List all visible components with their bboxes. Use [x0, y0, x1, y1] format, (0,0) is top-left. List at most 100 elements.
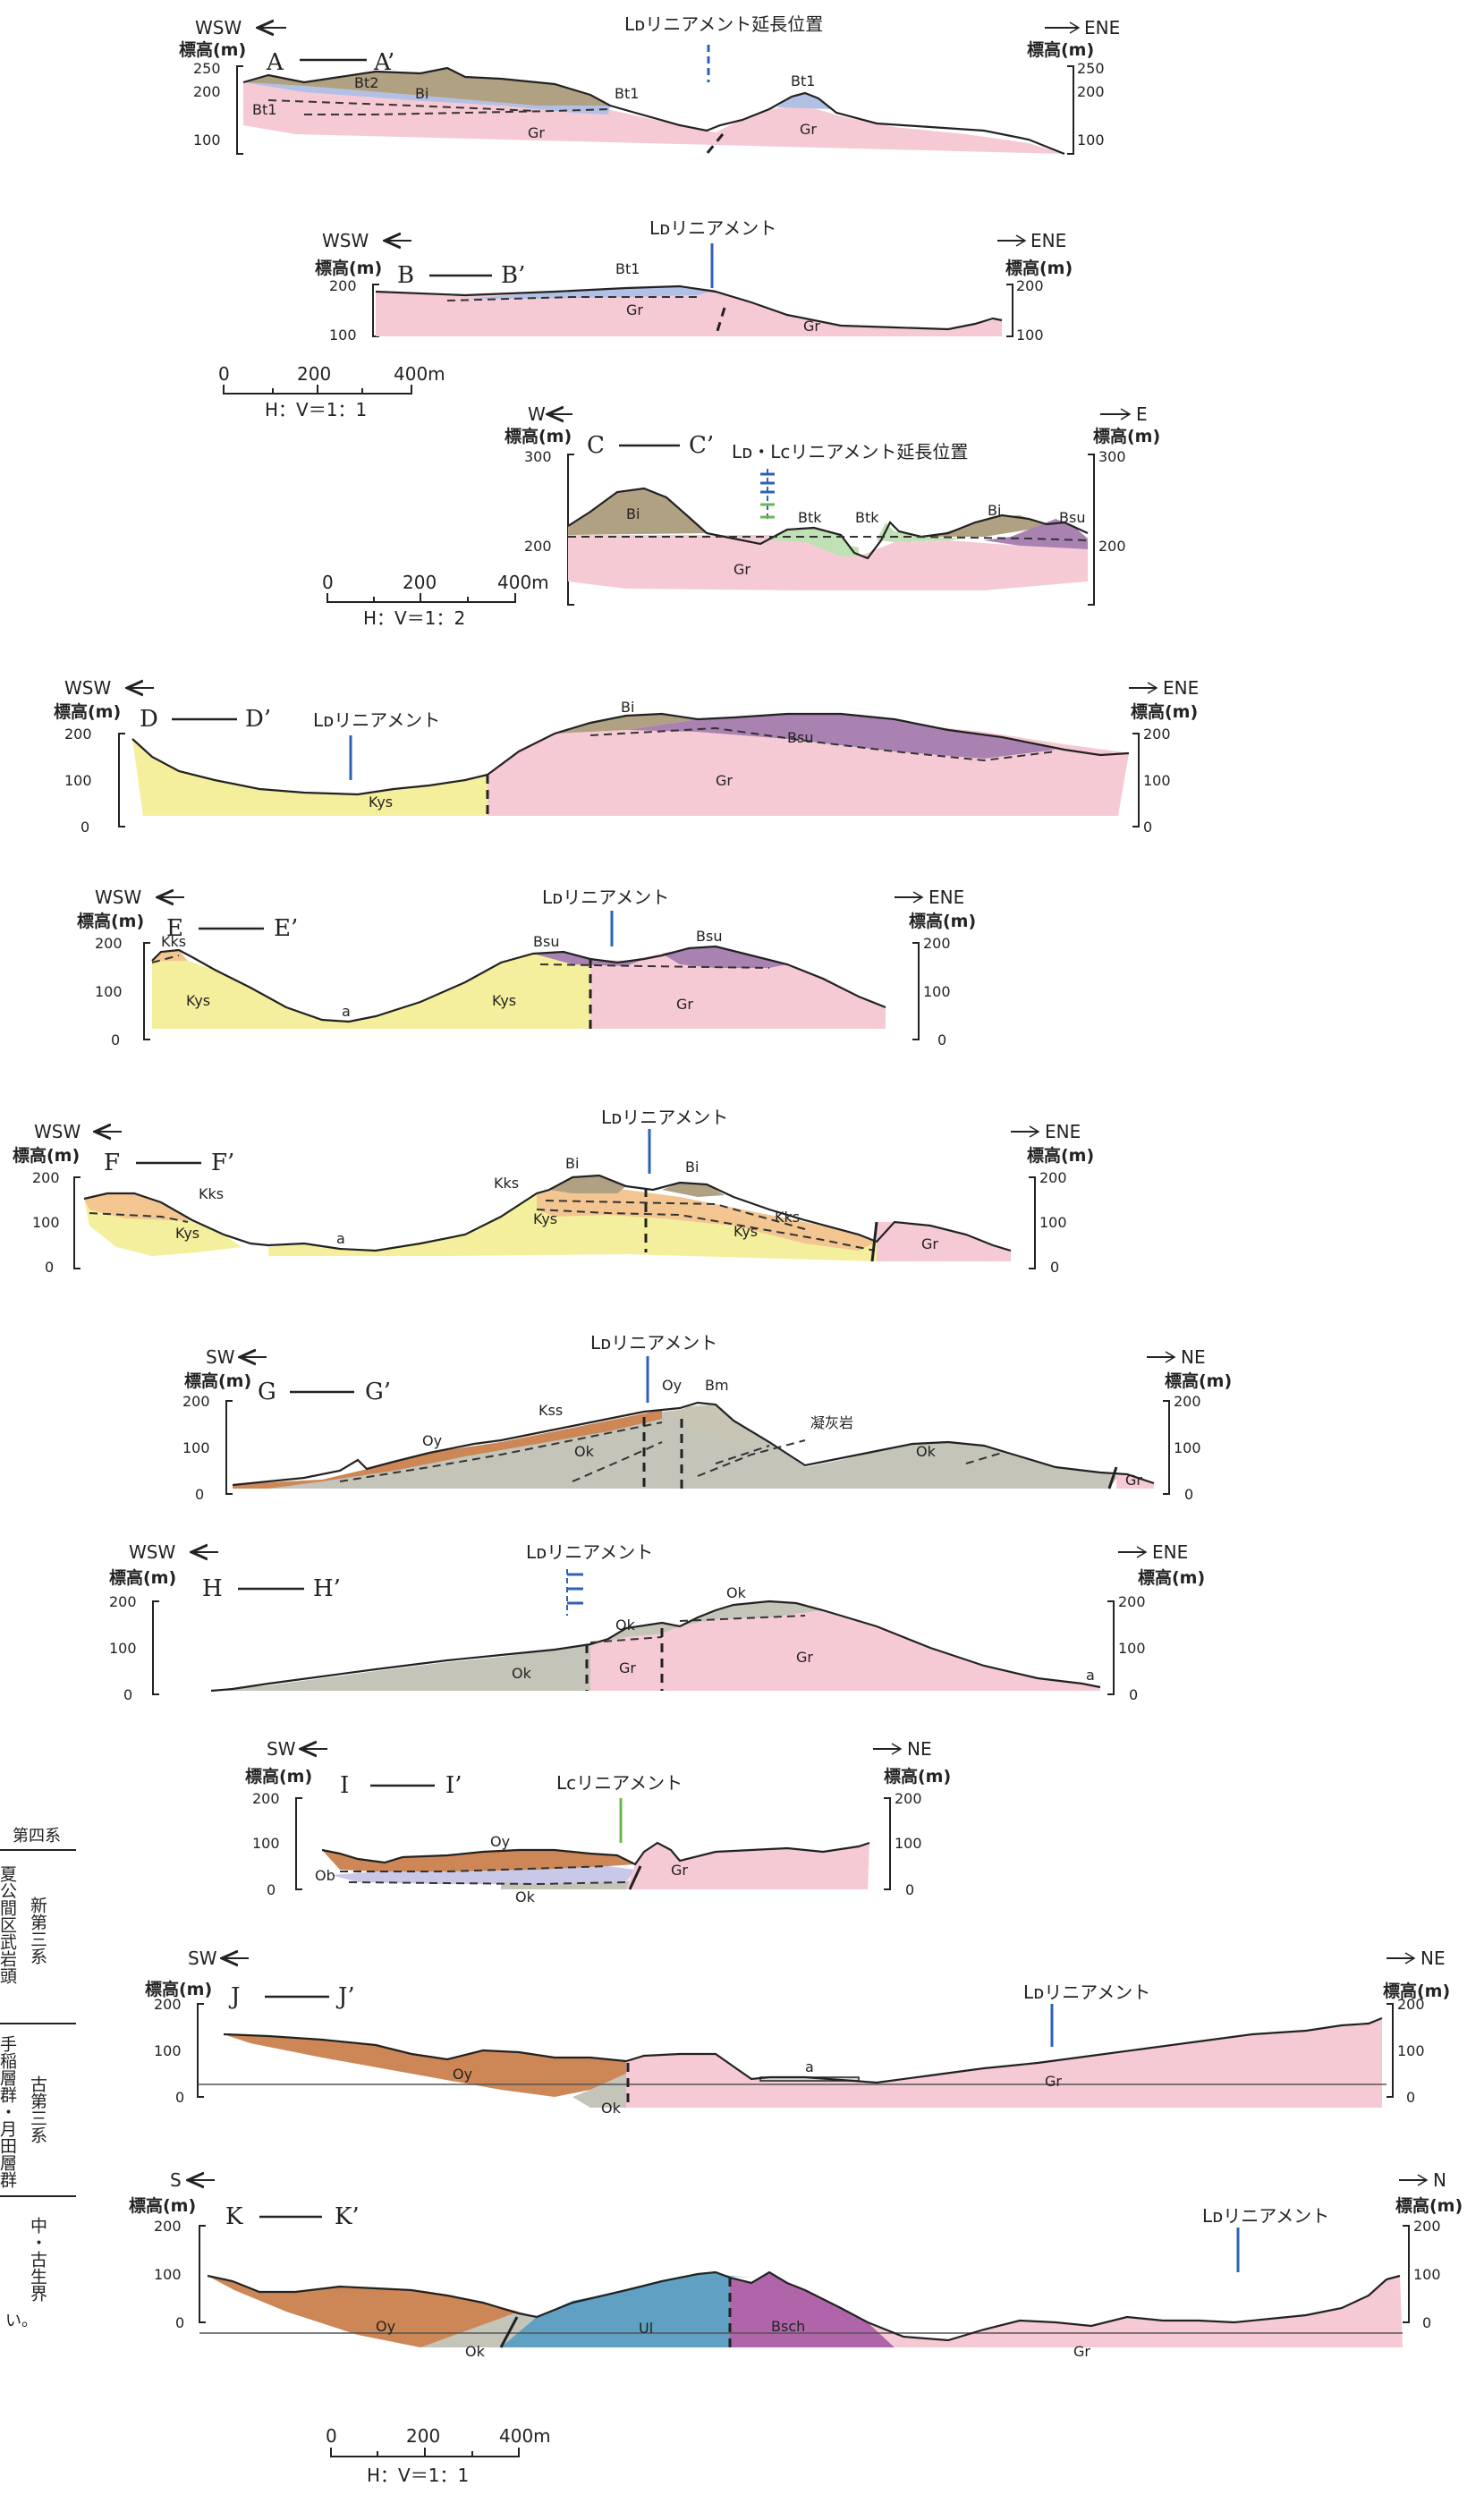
legend-note: い。: [5, 2312, 38, 2330]
tick-0-r: 0: [1406, 2089, 1415, 2106]
elevation-label-right: 標高(m): [909, 911, 976, 931]
section-name: G: [258, 1379, 276, 1405]
unit-bt2: Bt2: [354, 74, 378, 91]
legend-neogene-sub: 夏公間区武岩頭: [0, 1865, 17, 1984]
elevation-label-right: 標高(m): [1131, 701, 1198, 722]
unit-bsu: Bsu: [1059, 509, 1085, 526]
elevation-label: 標高(m): [145, 1979, 212, 1999]
unit-bt1-mid: Bt1: [615, 85, 639, 102]
tick-100-r: 100: [1039, 1214, 1067, 1231]
direction-right: ENE: [1045, 1121, 1081, 1142]
section-name: F: [104, 1150, 120, 1176]
unit-ok: Ok: [465, 2343, 486, 2360]
tick-300: 300: [524, 448, 552, 465]
section-name: H: [202, 1575, 223, 1602]
elevation-label: 標高(m): [505, 426, 572, 446]
svg-text:200: 200: [406, 2425, 440, 2447]
unit-bt1-left: Bt1: [252, 101, 276, 118]
section-name-end: H’: [313, 1575, 341, 1602]
unit-kys: Kys: [369, 793, 393, 810]
scale-bar-upper: 0 200 400m H：V＝1：1: [218, 363, 445, 420]
lineament-label: Lᴅリニアメント延長位置: [624, 13, 823, 35]
direction-left: WSW: [322, 230, 369, 251]
elevation-label: 標高(m): [315, 258, 382, 278]
direction-left: W: [528, 403, 546, 425]
legend-paleogene: 古第三系: [28, 2075, 47, 2143]
tick-200-r: 200: [1143, 726, 1171, 743]
tick-100: 100: [154, 2266, 182, 2283]
lineament-label: Lᴅリニアメント: [590, 1332, 717, 1354]
section-name-end: F’: [211, 1150, 234, 1176]
section-name-end: G’: [365, 1379, 391, 1405]
unit-ok-2: Ok: [916, 1443, 937, 1460]
elevation-label-right: 標高(m): [1027, 39, 1094, 60]
unit-oy-2: Oy: [422, 1432, 442, 1449]
lineament-markers: [566, 1569, 583, 1616]
tick-200-r: 200: [1118, 1593, 1146, 1610]
tick-0: 0: [45, 1259, 54, 1276]
tick-100: 100: [329, 327, 357, 344]
unit-bi: Bi: [565, 1155, 579, 1172]
svg-text:400m: 400m: [497, 572, 549, 593]
tick-100: 100: [182, 1439, 210, 1456]
lineament-markers: [760, 469, 775, 519]
tick-0: 0: [195, 1486, 204, 1503]
section-c: W E 標高(m) 標高(m) C C’ Lᴅ・Lᴄリニアメント延長位置 300…: [505, 403, 1160, 606]
tick-100-r: 100: [923, 983, 951, 1000]
tick-100: 100: [95, 983, 123, 1000]
unit-gr: Gr: [716, 772, 733, 789]
direction-left: WSW: [129, 1541, 175, 1563]
unit-btk-2: Btk: [855, 509, 879, 526]
tick-200: 200: [524, 538, 552, 555]
section-j: SW NE 標高(m) 標高(m) J J’ Lᴅリニアメント 200 100 …: [145, 1948, 1450, 2117]
tick-0-r: 0: [1184, 1486, 1193, 1503]
tick-250-r: 250: [1077, 60, 1105, 77]
unit-bi: Bi: [621, 699, 634, 716]
svg-text:400m: 400m: [499, 2425, 551, 2447]
tick-0: 0: [267, 1881, 276, 1898]
unit-oy: Oy: [662, 1377, 682, 1394]
tick-0-r: 0: [937, 1031, 946, 1048]
direction-left: SW: [267, 1738, 296, 1760]
legend-quaternary: 第四系: [13, 1827, 61, 1846]
section-name-end: I’: [445, 1772, 462, 1799]
lineament-label: Lᴅリニアメント: [649, 217, 776, 239]
unit-bsu-2: Bsu: [696, 928, 722, 945]
tick-100: 100: [64, 772, 92, 789]
tick-100: 100: [32, 1214, 60, 1231]
direction-right: NE: [1420, 1948, 1446, 1969]
tick-200-r: 200: [1098, 538, 1126, 555]
unit-gr: Gr: [1045, 2073, 1062, 2090]
direction-right: ENE: [1152, 1541, 1188, 1563]
section-b: WSW ENE Lᴅリニアメント 標高(m) 標高(m) B B’ 200 10…: [315, 217, 1073, 344]
unit-kss: Kss: [538, 1402, 563, 1419]
tick-200: 200: [154, 2218, 182, 2235]
tick-0-r: 0: [905, 1881, 914, 1898]
tick-100-r: 100: [1413, 2266, 1441, 2283]
lineament-label: Lᴅ・Lᴄリニアメント延長位置: [732, 441, 968, 463]
unit-oy: Oy: [453, 2066, 472, 2083]
unit-bi: Bi: [415, 85, 428, 102]
tick-200: 200: [329, 277, 357, 294]
section-h: WSW ENE 標高(m) 標高(m) H H’ Lᴅリニアメント 200 10…: [109, 1541, 1205, 1703]
tick-100-r: 100: [1077, 132, 1105, 149]
unit-gr-right: Gr: [800, 121, 817, 138]
section-name: J: [228, 1983, 240, 2010]
unit-tuff: 凝灰岩: [810, 1414, 853, 1431]
unit-a: a: [336, 1230, 345, 1247]
elevation-label: 標高(m): [77, 911, 144, 931]
tick-200-r: 200: [923, 935, 951, 952]
direction-right: ENE: [1030, 230, 1066, 251]
unit-ok: Ok: [601, 2100, 622, 2117]
unit-ok-3: Ok: [726, 1584, 747, 1601]
section-name-end: J’: [335, 1983, 355, 2010]
svg-text:0: 0: [322, 572, 334, 593]
unit-gr: Gr: [1073, 2343, 1090, 2360]
unit-gr: Gr: [676, 996, 693, 1013]
unit-bt1-right: Bt1: [791, 72, 815, 89]
lineament-label: Lᴅリニアメント: [1023, 1982, 1150, 2003]
tick-200-r: 200: [1413, 2218, 1441, 2235]
tick-0-r: 0: [1129, 1686, 1138, 1703]
tick-100-r: 100: [1016, 327, 1044, 344]
